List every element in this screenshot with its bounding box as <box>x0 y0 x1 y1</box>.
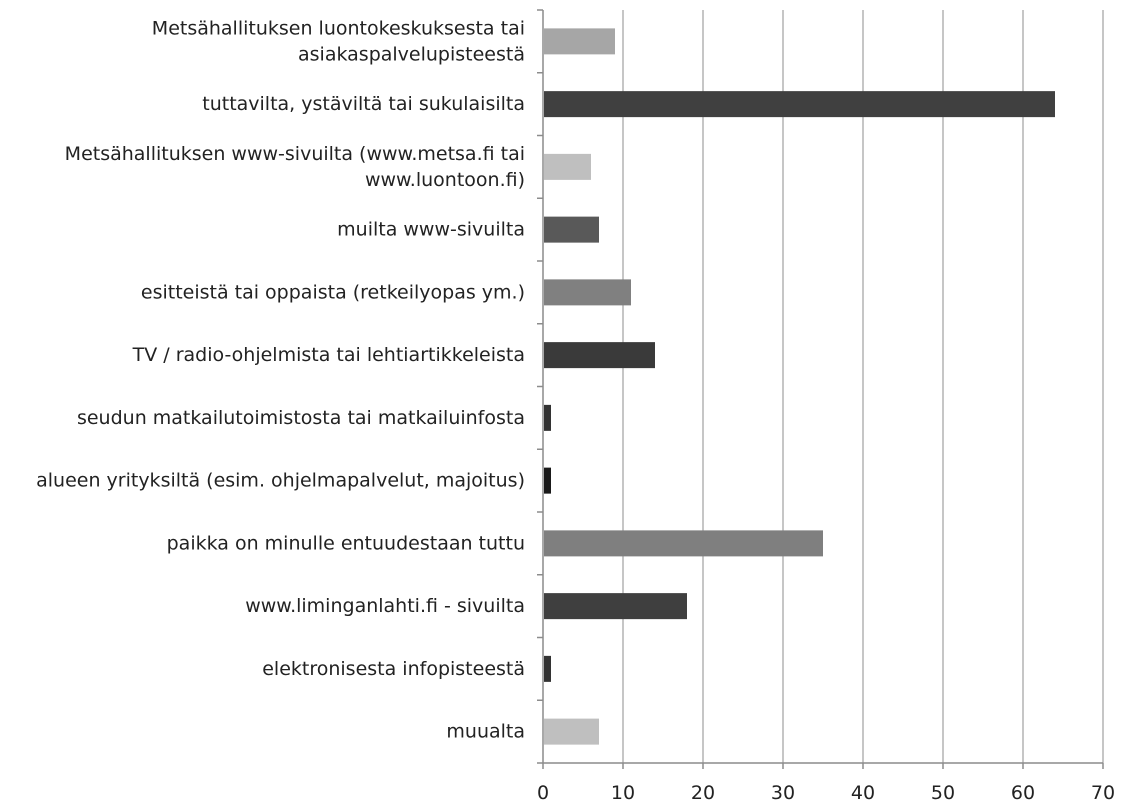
category-label-line: www.luontoon.fi) <box>365 168 525 190</box>
category-label-line: muilta www-sivuilta <box>337 218 525 240</box>
category-label-line: asiakaspalvelupisteestä <box>298 43 525 65</box>
category-label-line: www.liminganlahti.fi - sivuilta <box>245 595 525 617</box>
bar-6 <box>544 342 655 369</box>
category-label-7: seudun matkailutoimistosta tai matkailui… <box>77 406 525 428</box>
category-label-6: TV / radio-ohjelmista tai lehtiartikkele… <box>132 344 525 366</box>
bar-2 <box>544 91 1055 118</box>
bar-4 <box>544 216 599 243</box>
bar-8 <box>544 467 551 494</box>
category-label-line: esitteistä tai oppaista (retkeilyopas ym… <box>141 281 525 303</box>
x-tick-label-70: 70 <box>1091 782 1115 804</box>
category-label-line: paikka on minulle entuudestaan tuttu <box>167 532 525 554</box>
bars <box>544 28 1055 745</box>
category-label-3: Metsähallituksen www-sivuilta (www.metsa… <box>65 142 525 190</box>
x-tick-label-0: 0 <box>537 782 549 804</box>
category-label-line: Metsähallituksen www-sivuilta (www.metsa… <box>65 142 525 164</box>
bar-5 <box>544 279 631 306</box>
x-tick-label-60: 60 <box>1011 782 1035 804</box>
category-label-8: alueen yrityksiltä (esim. ohjelmapalvelu… <box>36 469 525 491</box>
x-tick-label-30: 30 <box>771 782 795 804</box>
category-label-line: TV / radio-ohjelmista tai lehtiartikkele… <box>132 344 525 366</box>
bar-3 <box>544 153 591 180</box>
bar-10 <box>544 593 687 620</box>
category-label-line: Metsähallituksen luontokeskuksesta tai <box>152 17 525 39</box>
category-label-line: elektronisesta infopisteestä <box>262 657 525 679</box>
category-label-1: Metsähallituksen luontokeskuksesta tai as… <box>152 17 525 65</box>
category-label-line: alueen yrityksiltä (esim. ohjelmapalvelu… <box>36 469 525 491</box>
x-tick-label-40: 40 <box>851 782 875 804</box>
x-tick-label-10: 10 <box>611 782 635 804</box>
bar-1 <box>544 28 615 55</box>
category-label-line: tuttavilta, ystäviltä tai sukulaisilta <box>202 93 525 115</box>
x-tick-labels: 0 10 20 30 40 50 60 70 <box>537 782 1115 804</box>
category-label-12: muualta <box>446 720 525 742</box>
category-label-2: tuttavilta, ystäviltä tai sukulaisilta <box>202 93 525 115</box>
bar-7 <box>544 404 551 431</box>
x-tick-label-20: 20 <box>691 782 715 804</box>
category-label-5: esitteistä tai oppaista (retkeilyopas ym… <box>141 281 525 303</box>
bar-9 <box>544 530 823 557</box>
bar-11 <box>544 655 551 682</box>
category-label-line: seudun matkailutoimistosta tai matkailui… <box>77 406 525 428</box>
gridlines <box>622 10 1104 763</box>
category-label-4: muilta www-sivuilta <box>337 218 525 240</box>
x-tick-label-50: 50 <box>931 782 955 804</box>
category-label-9: paikka on minulle entuudestaan tuttu <box>167 532 525 554</box>
category-label-10: www.liminganlahti.fi - sivuilta <box>245 595 525 617</box>
category-label-11: elektronisesta infopisteestä <box>262 657 525 679</box>
bar-12 <box>544 718 599 745</box>
category-labels: Metsähallituksen luontokeskuksesta tai as… <box>36 17 525 742</box>
category-label-line: muualta <box>446 720 525 742</box>
axes <box>537 9 1104 769</box>
